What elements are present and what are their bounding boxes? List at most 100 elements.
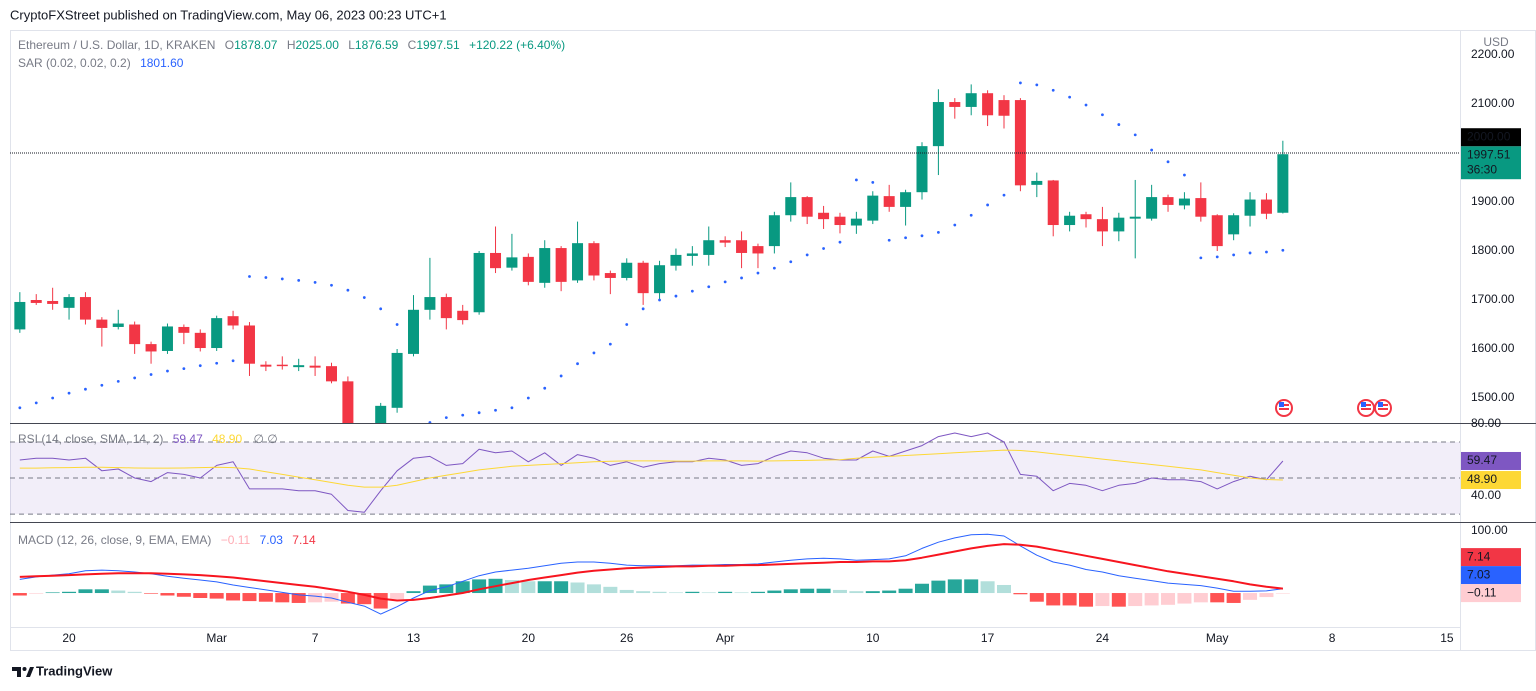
- histogram-bar: [406, 591, 421, 594]
- histogram-bar: [1079, 593, 1094, 607]
- histogram-bar: [1111, 593, 1126, 607]
- sar-dot: [1215, 255, 1219, 259]
- candle-body: [424, 297, 436, 310]
- histogram-bar: [832, 589, 847, 594]
- sar-dot: [1232, 253, 1236, 257]
- histogram-bar: [1144, 593, 1159, 606]
- sar-dot: [510, 406, 514, 410]
- indicator-line: [19, 543, 1284, 602]
- candle-body: [129, 324, 141, 345]
- candle-body: [112, 323, 124, 327]
- histogram-bar: [12, 593, 27, 596]
- histogram-bar: [455, 581, 470, 594]
- ohlc-value: 1878.07: [234, 38, 278, 52]
- candle-body: [916, 146, 928, 193]
- candle-body: [834, 216, 846, 226]
- candle-body: [785, 197, 797, 216]
- histogram-bar: [882, 590, 897, 594]
- histogram-bar: [1161, 593, 1176, 605]
- x-tick-label: 13: [407, 631, 421, 645]
- histogram-bar: [1193, 593, 1208, 603]
- value-box: [1461, 471, 1521, 490]
- sar-dot: [412, 426, 415, 429]
- candle-body: [932, 102, 944, 147]
- sar-dot: [1133, 133, 1137, 137]
- x-tick-label: 24: [1096, 631, 1110, 645]
- sar-dot: [953, 223, 957, 227]
- indicator-line: [19, 432, 1284, 513]
- candle-body: [900, 192, 912, 207]
- chart-frame: [10, 30, 1536, 651]
- change: +120.22 (+6.40%): [469, 38, 565, 52]
- candle-body: [637, 262, 649, 294]
- histogram-bar: [62, 591, 77, 594]
- close-box: [1461, 146, 1521, 180]
- sar-dot: [84, 387, 87, 391]
- sar-dot: [658, 298, 661, 302]
- candle-body: [260, 364, 272, 367]
- indicator-line: [19, 533, 1283, 615]
- histogram-bar: [275, 593, 290, 603]
- histogram-bar: [1095, 593, 1110, 607]
- sar-dot: [838, 240, 842, 244]
- ohlc-label: L: [348, 38, 355, 52]
- histogram-bar: [111, 590, 126, 594]
- histogram-bar: [209, 593, 224, 599]
- x-tick-label: 20: [62, 631, 76, 645]
- sar-dot: [526, 396, 530, 400]
- y-tick-label: 2100.00: [1471, 96, 1515, 110]
- sar-dot: [379, 307, 383, 311]
- value-box-label: −0.11: [1467, 585, 1497, 599]
- candle-body: [555, 248, 567, 282]
- candle-body: [14, 301, 26, 330]
- sar-dot: [543, 386, 547, 390]
- candle-body: [572, 243, 584, 281]
- candle-body: [359, 429, 370, 432]
- x-tick-label: Apr: [716, 631, 735, 645]
- histogram-bar: [997, 584, 1012, 594]
- candle-body: [1244, 199, 1256, 216]
- sar-dot: [133, 376, 137, 380]
- histogram-bar: [144, 593, 159, 594]
- sar-dot: [559, 374, 563, 378]
- sar-dot: [1051, 88, 1055, 92]
- histogram-bar: [636, 591, 651, 594]
- value-box-label: 48.90: [1467, 472, 1497, 486]
- candle-body: [293, 365, 305, 368]
- sar-dot: [854, 178, 858, 182]
- histogram-bar: [849, 591, 864, 594]
- candle-body: [194, 332, 206, 349]
- sar-dot: [182, 367, 186, 371]
- sar-dot: [641, 307, 645, 311]
- candle-body: [47, 300, 59, 304]
- sar-dot: [871, 180, 875, 184]
- candle-body: [867, 195, 879, 221]
- candle-body: [473, 252, 485, 313]
- sar-dot: [608, 342, 612, 346]
- sar-dot: [1248, 251, 1252, 255]
- sar-dot: [690, 289, 694, 293]
- macd-pane: [12, 533, 1290, 615]
- candle-body: [1146, 197, 1158, 219]
- histogram-bar: [800, 588, 815, 594]
- candle-body: [457, 310, 469, 321]
- histogram-bar: [258, 593, 273, 602]
- histogram-bar: [340, 593, 355, 604]
- candle-body: [325, 366, 337, 382]
- histogram-bar: [176, 593, 191, 597]
- histogram-bar: [554, 581, 569, 594]
- histogram-bar: [324, 593, 339, 602]
- value-box: [1461, 451, 1521, 470]
- candle-body: [30, 300, 42, 303]
- y-tick-label: 80.00: [1471, 416, 1501, 430]
- sar-dot: [67, 391, 71, 395]
- countdown-label: 36:30: [1467, 162, 1497, 176]
- histogram-bar: [1062, 593, 1077, 606]
- candle-body: [276, 364, 288, 367]
- histogram-bar: [980, 581, 995, 594]
- value-box: [1461, 584, 1521, 603]
- histogram-bar: [865, 591, 880, 594]
- sar-dot: [1281, 248, 1285, 252]
- sar-dot: [822, 247, 825, 250]
